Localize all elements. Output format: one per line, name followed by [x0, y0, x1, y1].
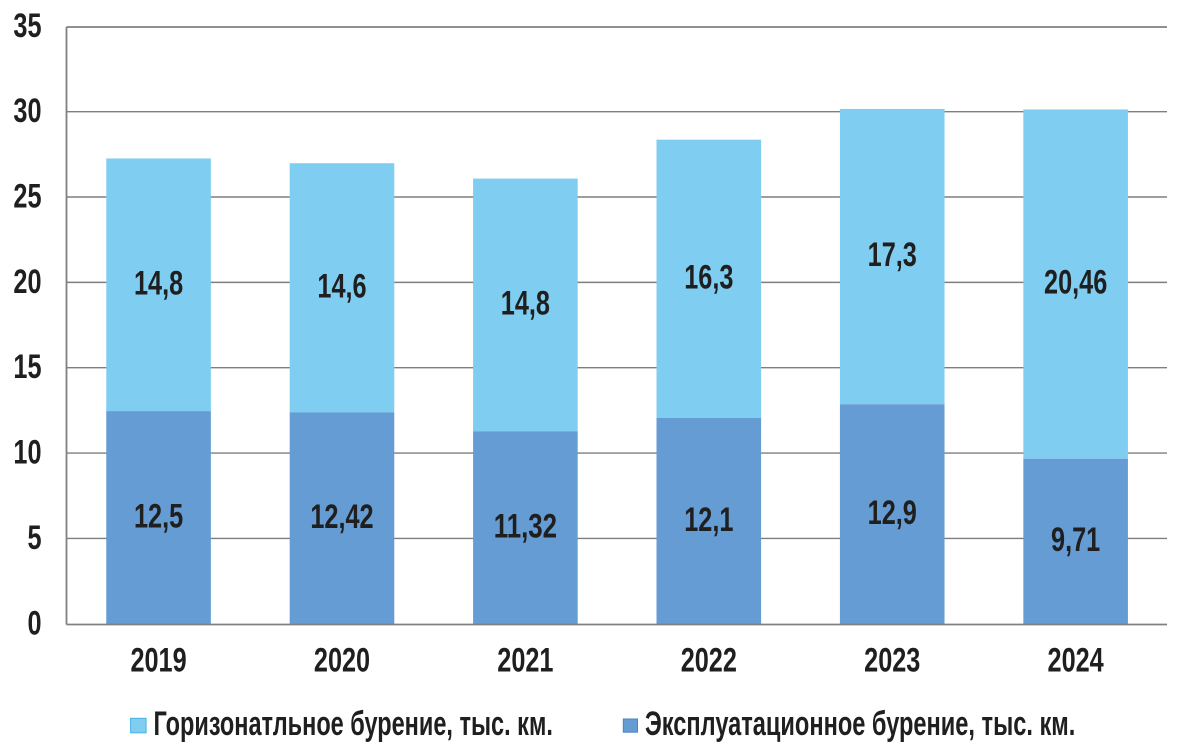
svg-text:14,8: 14,8: [134, 265, 183, 302]
svg-text:11,32: 11,32: [494, 508, 557, 545]
svg-text:5: 5: [27, 519, 41, 556]
svg-text:2020: 2020: [314, 642, 370, 679]
svg-text:Горизонатльное бурение, тыс. к: Горизонатльное бурение, тыс. км.: [154, 706, 553, 743]
svg-text:Эксплуатационное бурение, тыс.: Эксплуатационное бурение, тыс. км.: [645, 706, 1075, 743]
svg-text:25: 25: [13, 178, 41, 215]
svg-text:9,71: 9,71: [1051, 522, 1100, 559]
svg-text:14,6: 14,6: [317, 268, 366, 305]
svg-text:20,46: 20,46: [1044, 264, 1107, 301]
svg-text:2022: 2022: [681, 642, 737, 679]
svg-text:12,1: 12,1: [684, 501, 733, 538]
svg-text:0: 0: [27, 605, 41, 642]
svg-text:2019: 2019: [130, 642, 186, 679]
svg-text:12,5: 12,5: [134, 498, 183, 535]
svg-text:2023: 2023: [864, 642, 920, 679]
svg-text:30: 30: [13, 93, 41, 130]
svg-text:10: 10: [13, 434, 41, 471]
svg-text:17,3: 17,3: [868, 237, 917, 274]
svg-text:2021: 2021: [497, 642, 553, 679]
svg-text:16,3: 16,3: [684, 259, 733, 296]
svg-text:14,8: 14,8: [501, 285, 550, 322]
svg-text:12,42: 12,42: [310, 499, 373, 536]
svg-text:20: 20: [13, 263, 41, 300]
svg-text:15: 15: [13, 349, 41, 386]
svg-text:12,9: 12,9: [868, 494, 917, 531]
svg-text:2024: 2024: [1048, 642, 1104, 679]
svg-text:35: 35: [13, 7, 41, 44]
